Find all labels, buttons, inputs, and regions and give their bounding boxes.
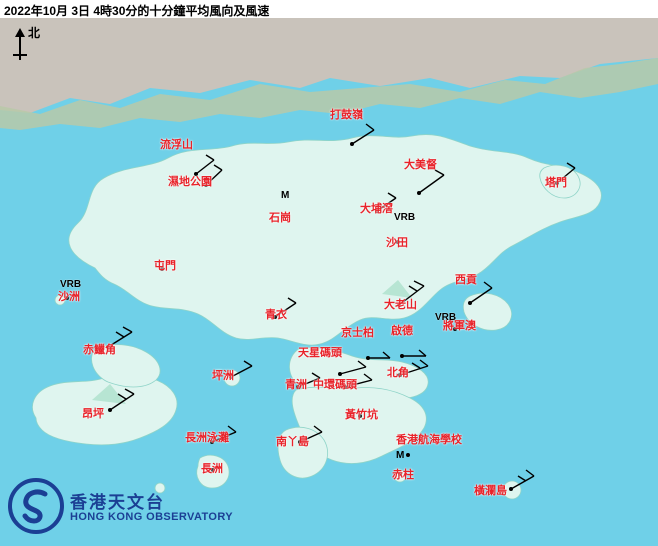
north-label: 北 xyxy=(28,26,41,40)
hko-emblem-icon xyxy=(8,478,64,534)
hko-logo: 香港天文台 HONG KONG OBSERVATORY xyxy=(8,478,254,538)
station-label-wetland-park: 濕地公園 xyxy=(168,176,212,188)
station-label-shek-kong: 石崗 xyxy=(269,212,291,224)
ngong-ping-hill xyxy=(92,384,126,404)
station-label-stanley: 赤柱 xyxy=(392,469,414,481)
wind-barbs xyxy=(107,123,576,490)
sai-kung-peninsula xyxy=(462,292,512,331)
station-dots xyxy=(65,142,559,491)
station-label-north-point: 北角 xyxy=(387,367,409,379)
lantau-island xyxy=(32,374,178,446)
station-label-tates-cairn: 大老山 xyxy=(384,299,417,311)
logo-chinese-text: 香港天文台 xyxy=(70,493,165,512)
station-label-sha-chau: 沙洲 xyxy=(58,291,80,303)
mainland-green xyxy=(0,58,658,130)
station-label-cheung-chau: 長洲 xyxy=(201,463,223,475)
station-label-star-ferry: 天星碼頭 xyxy=(298,347,342,359)
annotation-vrb-tseung-kwan-o: VRB xyxy=(435,312,457,323)
station-label-waglan-island: 橫瀾島 xyxy=(474,485,507,497)
tap-mun xyxy=(539,164,581,199)
station-label-sha-tin: 沙田 xyxy=(386,237,408,249)
station-label-tuen-mun: 屯門 xyxy=(154,260,176,272)
station-label-lau-fau-shan: 流浮山 xyxy=(160,139,193,151)
station-label-sai-kung: 西貢 xyxy=(455,274,477,286)
station-label-tap-mun: 塔門 xyxy=(545,177,567,189)
tates-cairn-hill xyxy=(382,280,412,298)
lamma-island xyxy=(277,426,328,479)
annotation-vrb-sha-tin: VRB xyxy=(394,212,416,223)
station-label-peng-chau: 坪洲 xyxy=(212,370,234,382)
station-label-lamma-island: 南丫島 xyxy=(276,436,309,448)
station-label-cheung-chau-beach: 長洲泳灘 xyxy=(185,432,229,444)
small-islet-1 xyxy=(154,482,166,494)
station-label-central-pier: 中環碼頭 xyxy=(313,379,357,391)
annotation-m-stanley: M xyxy=(396,450,405,461)
station-label-wong-chuk-hang: 黃竹坑 xyxy=(345,409,378,421)
station-label-green-island: 青洲 xyxy=(285,379,307,391)
station-label-tsing-yi: 青衣 xyxy=(265,309,287,321)
north-arrow: 北 xyxy=(8,26,48,66)
station-label-tai-po-kau: 大埔滘 xyxy=(360,203,393,215)
station-label-tai-mei-tuk: 大美督 xyxy=(404,159,437,171)
annotation-vrb-sha-chau: VRB xyxy=(60,279,82,290)
page-title: 2022年10月 3日 4時30分的十分鐘平均風向及風速 xyxy=(4,4,270,18)
new-territories-land xyxy=(68,134,602,346)
chek-lap-kok xyxy=(91,344,161,388)
map-canvas[interactable] xyxy=(0,18,658,546)
station-label-kings-park: 京士柏 xyxy=(341,327,374,339)
annotation-m-shek-kong: M xyxy=(281,190,290,201)
station-label-chek-lap-kok: 赤鱲角 xyxy=(83,344,116,356)
station-label-hk-sea-school: 香港航海學校 xyxy=(396,434,462,446)
logo-english-text: HONG KONG OBSERVATORY xyxy=(70,511,234,523)
station-label-ngong-ping: 昂坪 xyxy=(82,408,104,420)
station-label-ta-kwu-ling: 打鼓嶺 xyxy=(330,109,363,121)
station-label-kai-tak: 啟德 xyxy=(391,325,413,337)
mainland-urban xyxy=(0,18,658,113)
sha-chau xyxy=(54,294,66,306)
station-label-tseung-kwan-o: 將軍澳 xyxy=(443,320,476,332)
